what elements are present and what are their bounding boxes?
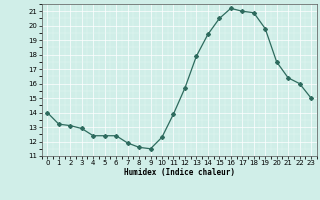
X-axis label: Humidex (Indice chaleur): Humidex (Indice chaleur) [124,168,235,177]
